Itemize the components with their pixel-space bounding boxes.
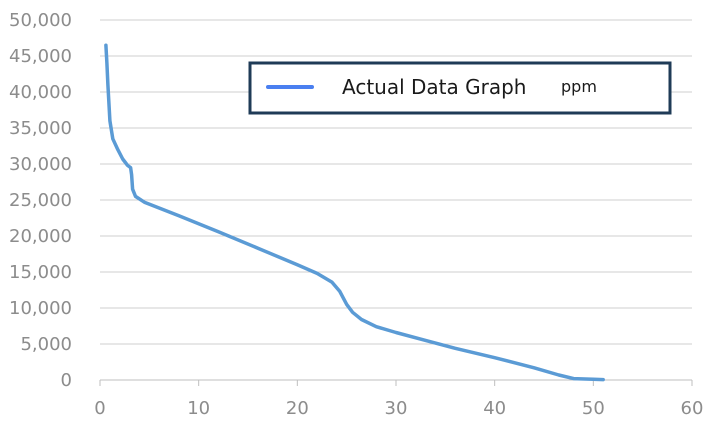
y-axis-tick-labels: 0 5,000 10,000 15,000 20,000 25,000 30,000 35,0… [9, 10, 72, 391]
y-tick-label: 30,000 [9, 154, 72, 175]
x-tick-label: 40 [483, 398, 506, 419]
x-tick-label: 50 [582, 398, 605, 419]
x-tick-label: 0 [94, 398, 105, 419]
y-tick-label: 25,000 [9, 190, 72, 211]
grid-lines [100, 19, 692, 345]
x-tick-label: 10 [187, 398, 210, 419]
y-tick-label: 0 [61, 370, 72, 391]
legend-box [248, 61, 672, 115]
y-tick-label: 10,000 [9, 298, 72, 319]
x-axis-tick-labels: 0 10 20 30 40 50 60 [94, 398, 703, 419]
y-tick-label: 45,000 [9, 46, 72, 67]
series-layer [104, 43, 605, 382]
series-line [104, 43, 605, 382]
legend-unit: ppm [561, 77, 597, 96]
y-tick-label: 20,000 [9, 226, 72, 247]
x-tick-label: 60 [681, 398, 704, 419]
y-tick-label: 50,000 [9, 10, 72, 31]
y-tick-label: 15,000 [9, 262, 72, 283]
legend-label: Actual Data Graph [342, 75, 526, 99]
x-tick-label: 20 [286, 398, 309, 419]
y-tick-label: 40,000 [9, 82, 72, 103]
y-tick-label: 35,000 [9, 118, 72, 139]
y-tick-label: 5,000 [20, 334, 72, 355]
legend: Actual Data Graph ppm [248, 61, 672, 115]
x-tick-label: 30 [385, 398, 408, 419]
